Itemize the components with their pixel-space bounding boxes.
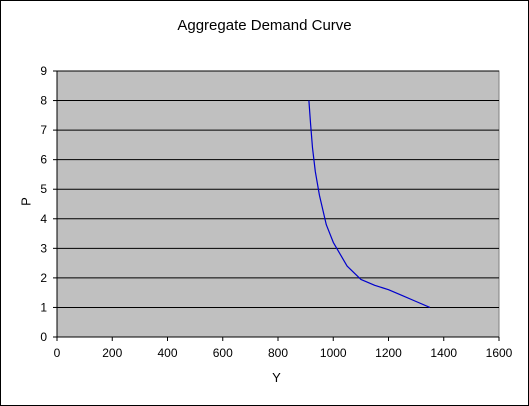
x-tick-label: 1400 (430, 346, 457, 360)
x-tick-label: 600 (213, 346, 233, 360)
y-tick-label: 4 (40, 212, 47, 226)
y-tick-label: 7 (40, 123, 47, 137)
x-tick-label: 1200 (375, 346, 402, 360)
y-tick-label: 5 (40, 182, 47, 196)
x-tick-label: 400 (157, 346, 177, 360)
x-tick-label: 800 (268, 346, 288, 360)
chart-title: Aggregate Demand Curve (177, 17, 352, 34)
series-line (308, 100, 431, 308)
x-tick-label: 200 (102, 346, 122, 360)
x-tick-label: 1000 (320, 346, 347, 360)
y-tick-label: 0 (40, 330, 47, 344)
y-tick-label: 9 (40, 64, 47, 78)
y-tick-label: 2 (40, 271, 47, 285)
x-axis-label: Y (272, 370, 281, 385)
y-tick-label: 8 (40, 94, 47, 108)
y-tick-label: 1 (40, 300, 47, 314)
x-tick-label: 0 (54, 346, 61, 360)
plot-area (56, 70, 500, 338)
y-axis-label: P (18, 197, 34, 206)
x-tick-label: 1600 (486, 346, 513, 360)
y-tick-label: 3 (40, 241, 47, 255)
y-tick-label: 6 (40, 153, 47, 167)
